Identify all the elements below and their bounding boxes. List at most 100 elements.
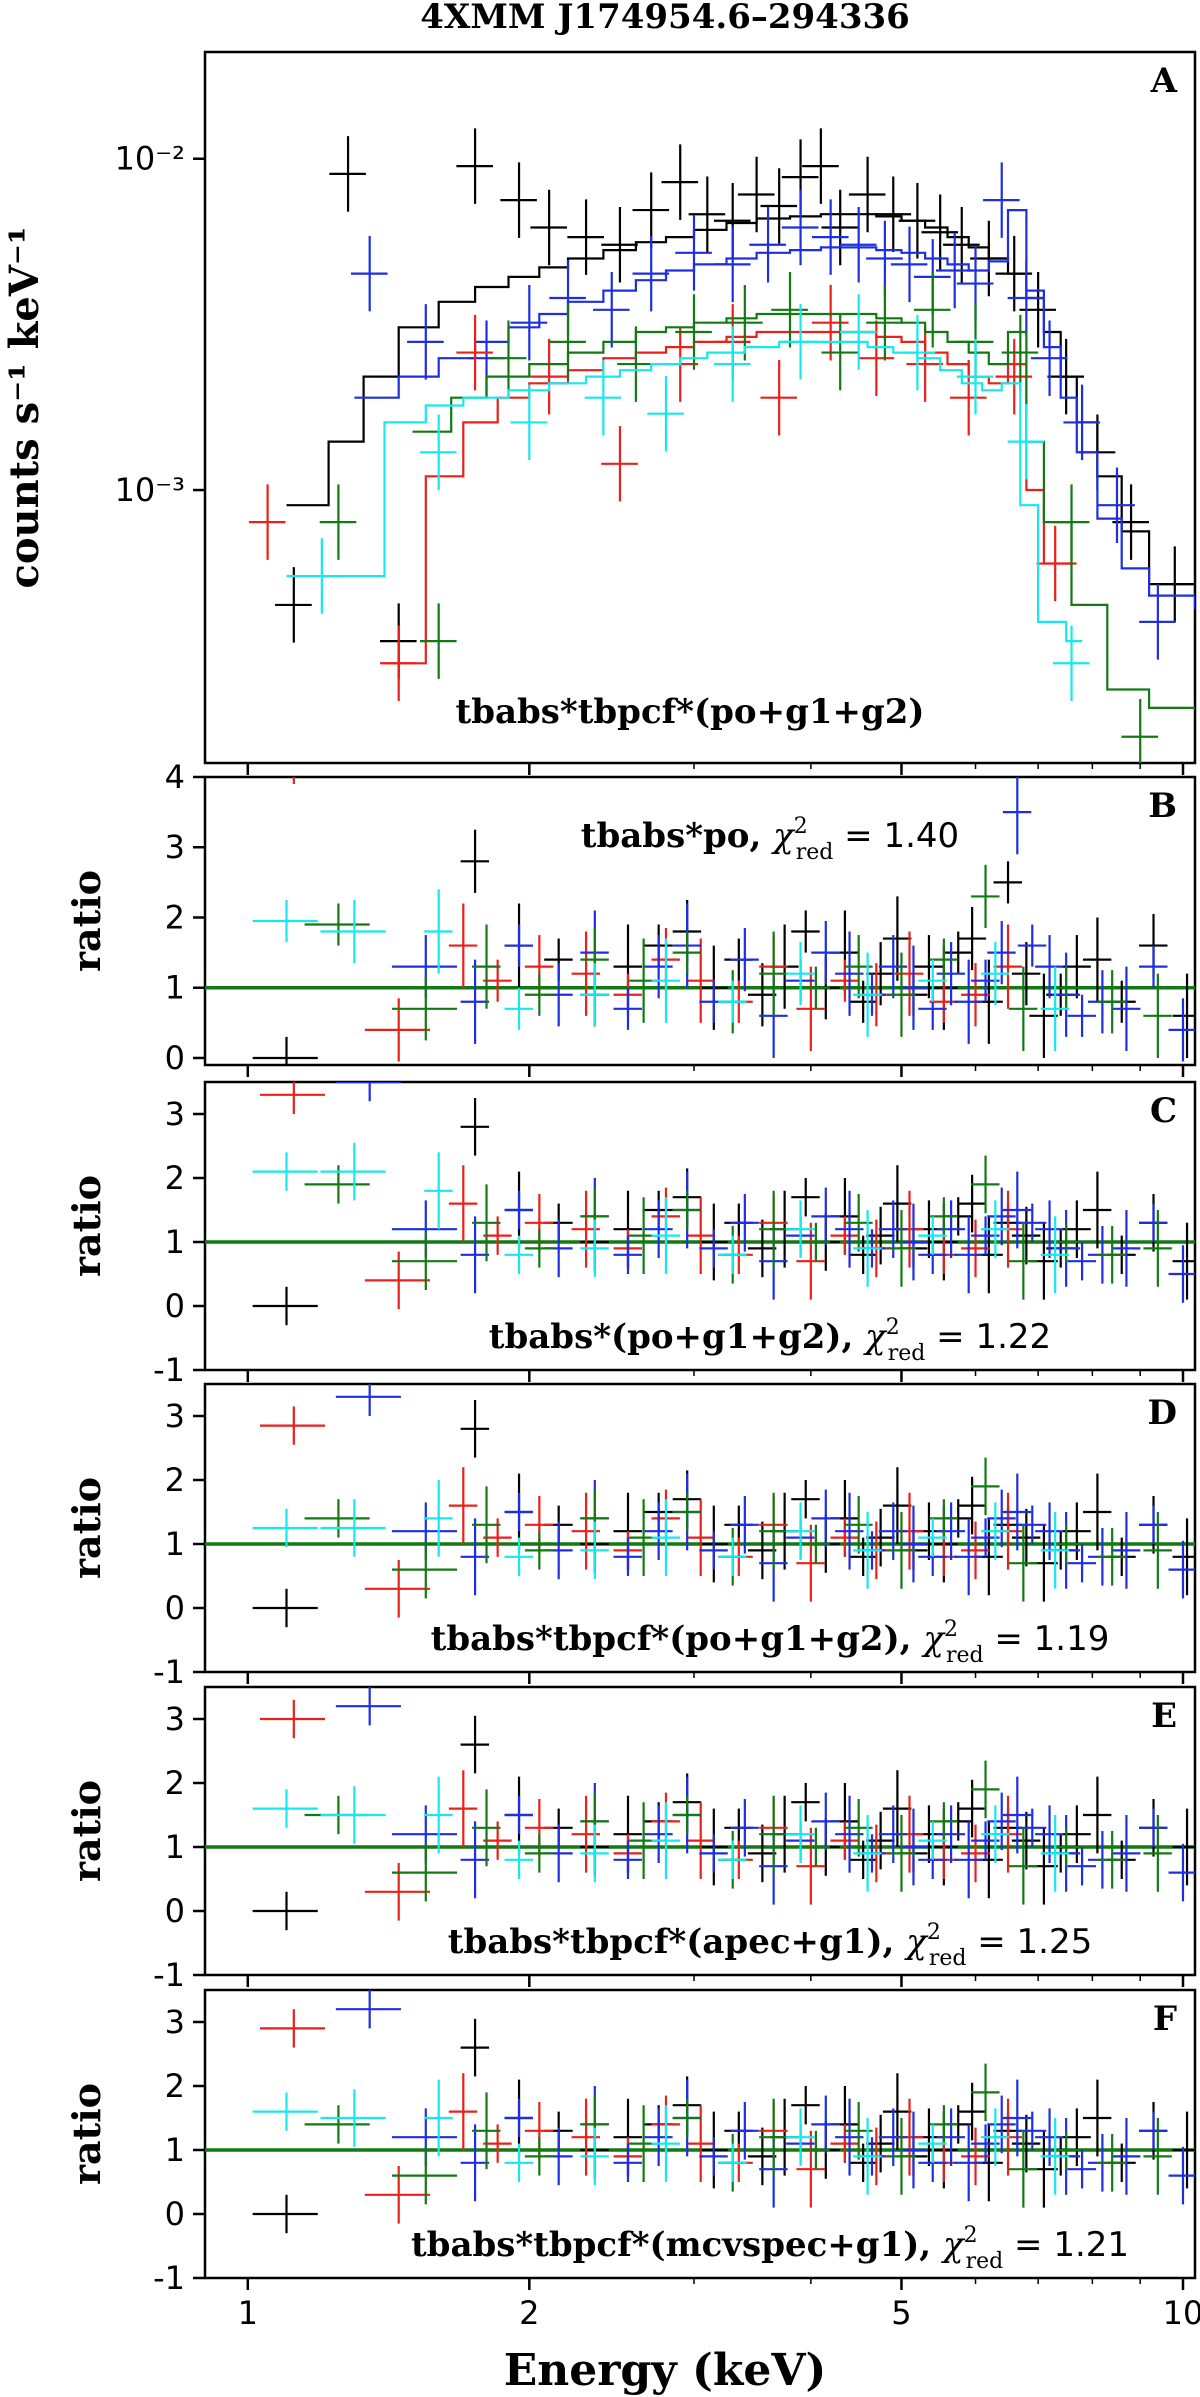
y-tick-label: 0 (165, 1589, 185, 1627)
y-tick-label: 3 (165, 1095, 185, 1133)
panel-letter: C (1150, 1091, 1177, 1131)
y-axis-label: ratio (64, 1477, 109, 1579)
y-tick-label: 2 (165, 1764, 185, 1802)
chi-superscript: 2 (886, 1315, 900, 1340)
model-name: tbabs*tbpcf*(apec+g1), (448, 1922, 906, 1962)
model-label: tbabs*tbpcf*(mcvspec+g1), χ2 red = 1.21 (411, 2223, 1129, 2274)
model-line-green (412, 312, 1195, 709)
y-tick-label: 0 (165, 1287, 185, 1325)
panel-letter: E (1151, 1696, 1177, 1736)
chart-title: 4XMM J174954.6–294336 (420, 0, 910, 37)
chi-value: = 1.21 (1003, 2225, 1129, 2265)
panel-letter: D (1148, 1393, 1177, 1433)
chi-superscript: 2 (944, 1617, 958, 1642)
x-tick-label: 2 (519, 2294, 539, 2332)
y-tick-label: 3 (165, 2003, 185, 2041)
y-tick-label: 4 (165, 758, 185, 796)
model-name: tbabs*po, (581, 816, 773, 856)
y-tick-label: 0 (165, 2195, 185, 2233)
chi-value: = 1.22 (925, 1317, 1051, 1357)
model-line-cyan (286, 340, 1083, 643)
model-line-red (384, 330, 1077, 665)
chi-subscript: red (888, 1341, 926, 1366)
y-tick-label: 2 (165, 898, 185, 936)
y-tick-label: 0 (165, 1892, 185, 1930)
chi-symbol: χ (921, 1619, 946, 1659)
y-tick-label: 2 (165, 2067, 185, 2105)
y-axis-label: ratio (64, 870, 109, 972)
y-tick-label: -1 (153, 1351, 185, 1389)
chi-superscript: 2 (794, 814, 808, 839)
model-name: tbabs*tbpcf*(mcvspec+g1), (411, 2225, 943, 2265)
panel-data (205, 1384, 1195, 1628)
y-tick-label: 1 (165, 1828, 185, 1866)
panel-letter: B (1148, 786, 1177, 826)
y-tick-label: 2 (165, 1159, 185, 1197)
y-tick-label: -1 (153, 1956, 185, 1994)
chi-symbol: χ (863, 1317, 888, 1357)
panel-letter: F (1153, 1999, 1177, 2039)
y-tick-label: 3 (165, 828, 185, 866)
y-tick-label: -1 (153, 1653, 185, 1691)
model-label: tbabs*(po+g1+g2), χ2 red = 1.22 (489, 1315, 1051, 1366)
chi-subscript: red (946, 1643, 984, 1668)
y-tick-label: 3 (165, 1700, 185, 1738)
model-label: tbabs*po, χ2 red = 1.40 (581, 814, 959, 865)
chi-subscript: red (929, 1946, 967, 1971)
panel-data (205, 1687, 1195, 1931)
y-tick-label: 1 (165, 969, 185, 1007)
plot-frame (203, 1080, 1197, 1372)
panel-data (205, 777, 1195, 1065)
y-axis-label: ratio (64, 1175, 109, 1277)
y-tick-label: 1 (165, 2131, 185, 2169)
panel-data (248, 128, 1195, 763)
y-tick-label: 10⁻³ (115, 471, 185, 509)
model-label: tbabs*tbpcf*(po+g1+g2), χ2 red = 1.19 (431, 1617, 1110, 1668)
y-tick-label: 0 (165, 1039, 185, 1077)
chi-superscript: 2 (964, 2223, 978, 2248)
chi-value: = 1.40 (833, 816, 959, 856)
panel-data (205, 1082, 1195, 1326)
chi-symbol: χ (771, 816, 796, 856)
y-tick-label: 1 (165, 1223, 185, 1261)
y-tick-label: 3 (165, 1397, 185, 1435)
plot-frame (203, 1685, 1197, 1977)
chi-symbol: χ (904, 1922, 929, 1962)
chi-subscript: red (966, 2249, 1004, 2274)
y-axis-label: counts s⁻¹ keV⁻¹ (1, 226, 48, 588)
model-name: tbabs*(po+g1+g2), (489, 1317, 865, 1357)
x-tick-label: 5 (891, 2294, 911, 2332)
model-line-blue (354, 209, 1195, 610)
y-tick-label: 1 (165, 1525, 185, 1563)
chi-value: = 1.19 (984, 1619, 1110, 1659)
plot-frame (203, 1988, 1197, 2280)
chi-subscript: red (796, 840, 834, 865)
model-label: tbabs*tbpcf*(po+g1+g2) (455, 692, 924, 732)
model-line-black (286, 213, 1195, 597)
x-axis-label: Energy (keV) (504, 2345, 827, 2396)
y-tick-label: 2 (165, 1461, 185, 1499)
panels: counts s⁻¹ keV⁻¹ 10⁻³ 10⁻² Atbabs*tbpcf*(po… (1, 50, 1197, 2297)
panel-data (205, 1990, 1195, 2234)
chi-symbol: χ (941, 2225, 966, 2265)
model-label: tbabs*tbpcf*(apec+g1), χ2 red = 1.25 (448, 1920, 1093, 1971)
x-tick-label: 1 (238, 2294, 258, 2332)
chi-value: = 1.25 (966, 1922, 1092, 1962)
chi-superscript: 2 (927, 1920, 941, 1945)
plot-frame (203, 50, 1197, 765)
y-axis-label: ratio (64, 2083, 109, 2185)
y-tick-label: 10⁻² (115, 140, 185, 178)
plot-frame (203, 1382, 1197, 1674)
y-axis-label: ratio (64, 1780, 109, 1882)
panel-A: counts s⁻¹ keV⁻¹ 10⁻³ 10⁻² Atbabs*tbpcf*(po… (1, 50, 1197, 775)
plot-frame (203, 775, 1197, 1067)
x-axis: 1 2 5 10 (238, 2294, 1200, 2332)
x-tick-label: 10 (1163, 2294, 1200, 2332)
model-name: tbabs*tbpcf*(po+g1+g2), (431, 1619, 924, 1659)
